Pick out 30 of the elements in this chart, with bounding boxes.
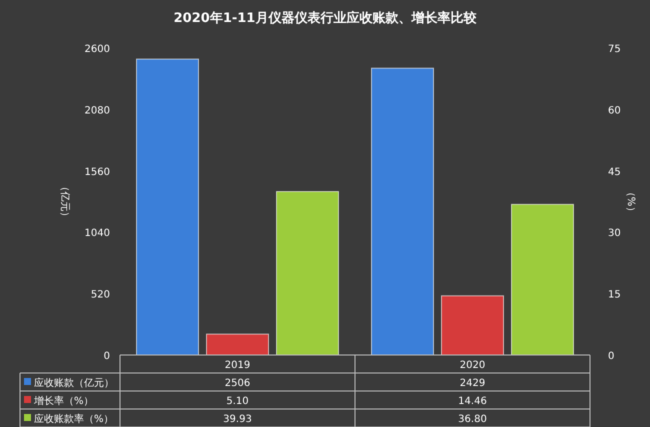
data-label: 14.46: [458, 396, 487, 407]
data-label: 2506: [224, 378, 250, 389]
y2-tick-label: 15: [608, 290, 621, 301]
y-tick-label: 520: [90, 290, 110, 301]
data-label: 36.80: [458, 414, 487, 425]
bar: [441, 295, 504, 356]
legend-label: 增长率（%）: [33, 395, 94, 407]
y2-axis-title: （%）: [625, 186, 636, 216]
chart-title: 2020年1-11月仪器仪表行业应收账款、增长率比较: [174, 10, 478, 26]
bar: [276, 191, 339, 356]
x-tick-label: 2019: [224, 360, 250, 371]
y-axis-title: （亿元）: [59, 182, 70, 222]
legend-label: 应收账款（亿元）: [34, 377, 114, 389]
y2-tick-label: 0: [608, 351, 614, 362]
y-tick-label: 0: [104, 351, 110, 362]
legend-label: 应收账款率（%）: [34, 413, 114, 425]
y2-tick-label: 30: [608, 228, 621, 240]
y-tick-label: 2080: [84, 105, 110, 116]
data-label: 39.93: [223, 414, 252, 425]
x-tick-label: 2020: [460, 360, 486, 371]
y2-tick-label: 60: [608, 105, 621, 116]
bar: [511, 204, 574, 356]
y-tick-label: 1040: [84, 228, 110, 240]
y2-tick-label: 75: [608, 44, 621, 55]
data-label: 5.10: [226, 396, 249, 407]
bar: [206, 334, 269, 356]
data-label: 2429: [460, 378, 486, 389]
y-tick-label: 1560: [84, 166, 110, 178]
y2-tick-label: 45: [608, 166, 621, 178]
y-tick-label: 2600: [84, 44, 110, 55]
